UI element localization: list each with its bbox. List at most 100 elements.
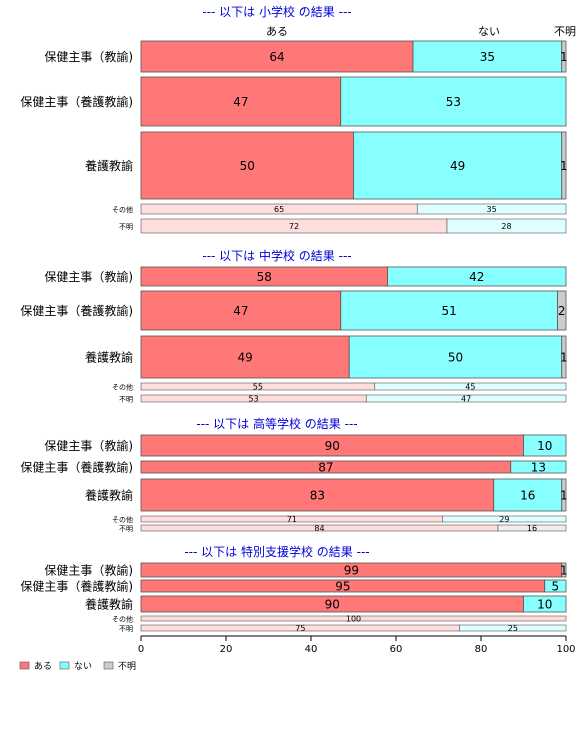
value-label: 64 bbox=[269, 50, 284, 64]
x-tick-label: 40 bbox=[305, 644, 318, 655]
x-tick-label: 60 bbox=[390, 644, 403, 655]
value-label: 42 bbox=[469, 270, 484, 284]
row-label: 保健主事（養護教諭) bbox=[20, 94, 133, 109]
bar-row: 養護教諭 83 16 1 bbox=[85, 478, 568, 512]
value-label: 87 bbox=[318, 461, 333, 475]
bar-segment-aru bbox=[140, 290, 342, 331]
legend-label: 不明 bbox=[118, 661, 136, 672]
value-label: 45 bbox=[465, 383, 475, 392]
x-tick-label: 80 bbox=[475, 644, 488, 655]
panel-3: --- 以下は 高等学校 の結果 --- 保健主事（教諭) 90 10 保健主事（養護教… bbox=[20, 416, 567, 533]
panel-4: --- 以下は 特別支援学校 の結果 ---保健主事（教諭) 99 1保健主事（養護… bbox=[20, 544, 567, 633]
value-label: 2 bbox=[558, 304, 566, 318]
value-label: 99 bbox=[344, 564, 359, 578]
bar-segment-fumei bbox=[497, 524, 567, 532]
legend-label: ある bbox=[34, 661, 52, 672]
row-label: 養護教諭 bbox=[85, 597, 133, 612]
value-label: 83 bbox=[310, 489, 325, 503]
bar-segment-nai bbox=[412, 40, 563, 73]
row-label: 保健主事（養護教諭) bbox=[20, 303, 133, 318]
row-label: その他 bbox=[112, 615, 133, 624]
bar-segment-fumei bbox=[561, 335, 567, 379]
value-label: 50 bbox=[240, 159, 255, 173]
bar-segment-nai bbox=[348, 335, 563, 379]
bar-segment-fumei bbox=[561, 131, 567, 200]
bar-segment-nai bbox=[416, 203, 567, 215]
legend-swatch bbox=[103, 661, 114, 670]
value-label: 1 bbox=[560, 50, 568, 64]
value-label: 47 bbox=[233, 304, 248, 318]
value-label: 72 bbox=[289, 222, 299, 231]
bar-row: 養護教諭 50 49 1 bbox=[85, 131, 568, 200]
value-label: 100 bbox=[346, 615, 361, 624]
panel-title: --- 以下は 高等学校 の結果 --- bbox=[196, 416, 357, 431]
bar-row: 保健主事（教諭) 90 10 bbox=[44, 434, 567, 457]
bar-row: その他 65 35 bbox=[112, 203, 567, 215]
bar-row: 不明 72 28 bbox=[119, 218, 567, 234]
bar-segment-fumei bbox=[561, 478, 567, 512]
value-label: 50 bbox=[448, 351, 463, 365]
value-label: 1 bbox=[560, 489, 568, 503]
value-label: 71 bbox=[287, 515, 297, 524]
bar-row: 保健主事（養護教諭) 87 13 bbox=[20, 460, 567, 475]
value-label: 10 bbox=[537, 598, 552, 612]
row-label: 養護教諭 bbox=[85, 158, 133, 173]
value-label: 53 bbox=[446, 95, 461, 109]
legend-swatch bbox=[59, 661, 70, 670]
bar-segment-nai bbox=[442, 515, 567, 523]
row-label: 不明 bbox=[119, 396, 133, 404]
value-label: 5 bbox=[552, 580, 560, 594]
bar-row: 不明 53 47 bbox=[119, 395, 567, 404]
value-label: 35 bbox=[480, 50, 495, 64]
panel-title: --- 以下は 小学校 の結果 --- bbox=[202, 4, 351, 19]
value-label: 1 bbox=[560, 159, 568, 173]
row-label: 保健主事（養護教諭) bbox=[20, 579, 133, 594]
bar-segment-nai bbox=[523, 595, 567, 613]
bar-segment-nai bbox=[340, 290, 558, 331]
row-label: 養護教諭 bbox=[85, 488, 133, 503]
bar-row: 不明 84 16 bbox=[119, 524, 567, 533]
value-label: 53 bbox=[249, 395, 259, 404]
value-label: 35 bbox=[487, 205, 497, 214]
category-header-aru: ある bbox=[266, 25, 288, 38]
value-label: 90 bbox=[325, 598, 340, 612]
value-label: 55 bbox=[253, 383, 263, 392]
row-label: 保健主事（教諭) bbox=[44, 49, 133, 64]
x-tick-label: 20 bbox=[220, 644, 233, 655]
row-label: 保健主事（教諭) bbox=[44, 438, 133, 453]
value-label: 90 bbox=[325, 439, 340, 453]
row-label: その他 bbox=[112, 383, 133, 392]
row-label: 保健主事（養護教諭) bbox=[20, 460, 133, 475]
bar-segment-nai bbox=[387, 266, 567, 287]
category-header-fumei: 不明 bbox=[554, 25, 576, 38]
bar-segment-fumei bbox=[561, 40, 567, 73]
bar-segment-nai bbox=[544, 579, 567, 593]
bar-row: その他 100 bbox=[112, 615, 567, 624]
bar-segment-nai bbox=[459, 624, 567, 632]
bar-row: 保健主事（教諭) 58 42 bbox=[44, 266, 567, 287]
row-label: 養護教諭 bbox=[85, 350, 133, 365]
value-label: 29 bbox=[499, 515, 509, 524]
x-tick-label: 0 bbox=[138, 644, 144, 655]
bar-segment-aru bbox=[140, 615, 567, 622]
value-label: 58 bbox=[257, 270, 272, 284]
legend-swatch bbox=[19, 661, 30, 670]
value-label: 65 bbox=[274, 205, 284, 214]
bar-segment-fumei bbox=[557, 290, 567, 331]
bar-segment-nai bbox=[446, 218, 567, 234]
chart-panels: --- 以下は 小学校 の結果 --- 保健主事（教諭) 64 35 1 保健主事（養護教… bbox=[20, 4, 567, 633]
bar-row: 保健主事（教諭) 99 1 bbox=[44, 563, 567, 578]
x-tick-label: 100 bbox=[556, 644, 575, 655]
panel-title: --- 以下は 特別支援学校 の結果 --- bbox=[184, 544, 369, 559]
legend: ある ない 不明 bbox=[19, 661, 136, 672]
bar-segment-aru bbox=[140, 40, 414, 73]
value-label: 25 bbox=[508, 624, 518, 633]
bar-row: その他 71 29 bbox=[112, 515, 567, 524]
value-label: 16 bbox=[520, 489, 535, 503]
value-label: 1 bbox=[560, 564, 568, 578]
value-label: 16 bbox=[527, 524, 537, 533]
value-label: 47 bbox=[233, 95, 248, 109]
bar-segment-nai bbox=[353, 131, 563, 200]
bar-segment-fumei bbox=[561, 562, 567, 578]
value-label: 75 bbox=[295, 624, 305, 633]
